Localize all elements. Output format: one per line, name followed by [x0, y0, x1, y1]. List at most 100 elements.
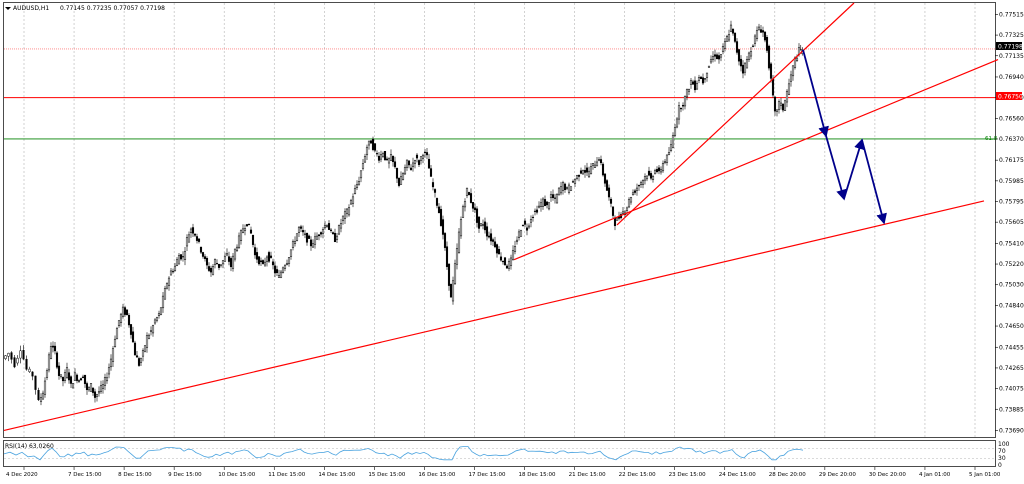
candle-body [529, 219, 533, 223]
candle-body [243, 228, 247, 231]
candle-body [645, 175, 649, 180]
candle-body [293, 241, 297, 244]
y-tick-label: 0.75410 [999, 240, 1024, 247]
candle-body [639, 182, 643, 185]
candle-body [339, 223, 343, 229]
candle-body [675, 118, 679, 128]
candle-body [725, 36, 729, 42]
candle-body [245, 224, 249, 227]
rsi-level-100: 100 [998, 441, 1010, 448]
candle-body [309, 239, 313, 247]
candle-body [611, 206, 615, 216]
candle-body [753, 35, 757, 44]
candle-body [321, 229, 325, 234]
fib-level-label: 61.8 [985, 136, 998, 142]
candle-body [217, 263, 221, 268]
candle-body [401, 173, 405, 181]
candle-body [169, 270, 173, 276]
candle-body [503, 257, 507, 266]
candle-body [545, 201, 549, 206]
candle-body [55, 352, 59, 368]
ohlc-values: 0.77145 0.77235 0.77057 0.77198 [60, 5, 165, 12]
candle-body [151, 325, 155, 334]
candle-body [69, 376, 73, 384]
trendlines[interactable] [3, 2, 999, 432]
candle-body [699, 76, 703, 80]
x-tick-label: 24 Dec 15:00 [719, 472, 756, 478]
candle-body [297, 226, 301, 233]
candle-body [587, 170, 591, 178]
candle-body [387, 158, 391, 164]
x-tick-label: 4 Jan 01:00 [919, 472, 951, 478]
candle-body [301, 230, 305, 233]
candle-body [129, 324, 133, 335]
candle-body [643, 176, 647, 181]
candle-body [773, 96, 777, 112]
candle-body [285, 263, 289, 265]
candle-body [633, 190, 637, 193]
candle-body [551, 194, 555, 199]
candle-body [741, 64, 745, 74]
candle-body [429, 168, 433, 177]
candle-body [561, 182, 565, 191]
candle-body [255, 252, 259, 260]
candle-body [391, 155, 395, 163]
candle-body [235, 246, 239, 251]
candle-body [139, 358, 143, 363]
candle-body [337, 225, 341, 235]
hline-price-tag [996, 92, 1022, 100]
candle-body [707, 65, 711, 68]
candle-body [591, 163, 595, 166]
candle-body [153, 319, 157, 324]
candle-body [133, 342, 137, 356]
candle-body [25, 358, 28, 370]
candle-body [657, 167, 661, 172]
y-tick-label: 0.76370 [999, 136, 1024, 143]
y-tick-label: 0.76940 [999, 74, 1024, 81]
candle-body [461, 206, 465, 218]
candle-body [179, 254, 183, 260]
candle-body [703, 78, 707, 80]
symbol-dropdown-icon[interactable] [5, 7, 11, 10]
forecast-arrows [802, 49, 887, 225]
candle-body [53, 345, 57, 352]
candle-body [177, 255, 181, 265]
candle-body [747, 52, 751, 60]
x-tick-label: 17 Dec 15:00 [468, 472, 505, 478]
candle-body [175, 259, 179, 266]
candle-body [73, 372, 77, 381]
x-tick-label: 29 Dec 20:00 [819, 472, 856, 478]
forecast-arrow-segment [861, 139, 887, 225]
candle-body [231, 255, 235, 269]
candle-body [379, 154, 383, 160]
candle-body [459, 219, 463, 237]
candle-body [41, 392, 45, 400]
candle-body [31, 371, 34, 377]
candle-body [47, 354, 51, 371]
candle-body [627, 199, 631, 208]
candle-body [605, 180, 609, 191]
candle-body [439, 209, 443, 226]
candle-body [189, 228, 193, 233]
candle-body [127, 315, 131, 326]
candle-body [4, 355, 7, 359]
candle-body [415, 154, 419, 159]
candle-body [713, 54, 717, 57]
candle-body [97, 391, 101, 394]
x-tick-label: 18 Dec 15:00 [519, 472, 556, 478]
candle-body [249, 229, 253, 234]
candle-body [219, 264, 223, 266]
x-tick-label: 22 Dec 15:00 [619, 472, 656, 478]
candle-body [581, 170, 585, 175]
forecast-arrow-segment [802, 49, 829, 138]
candle-body [491, 239, 495, 242]
candle-body [483, 221, 487, 231]
candle-body [7, 352, 10, 357]
y-tick-label: 0.75605 [999, 219, 1024, 226]
candle-body [34, 375, 37, 390]
candle-body [191, 227, 195, 234]
candle-body [287, 257, 291, 264]
candle-body [505, 265, 509, 269]
candle-body [187, 234, 191, 243]
